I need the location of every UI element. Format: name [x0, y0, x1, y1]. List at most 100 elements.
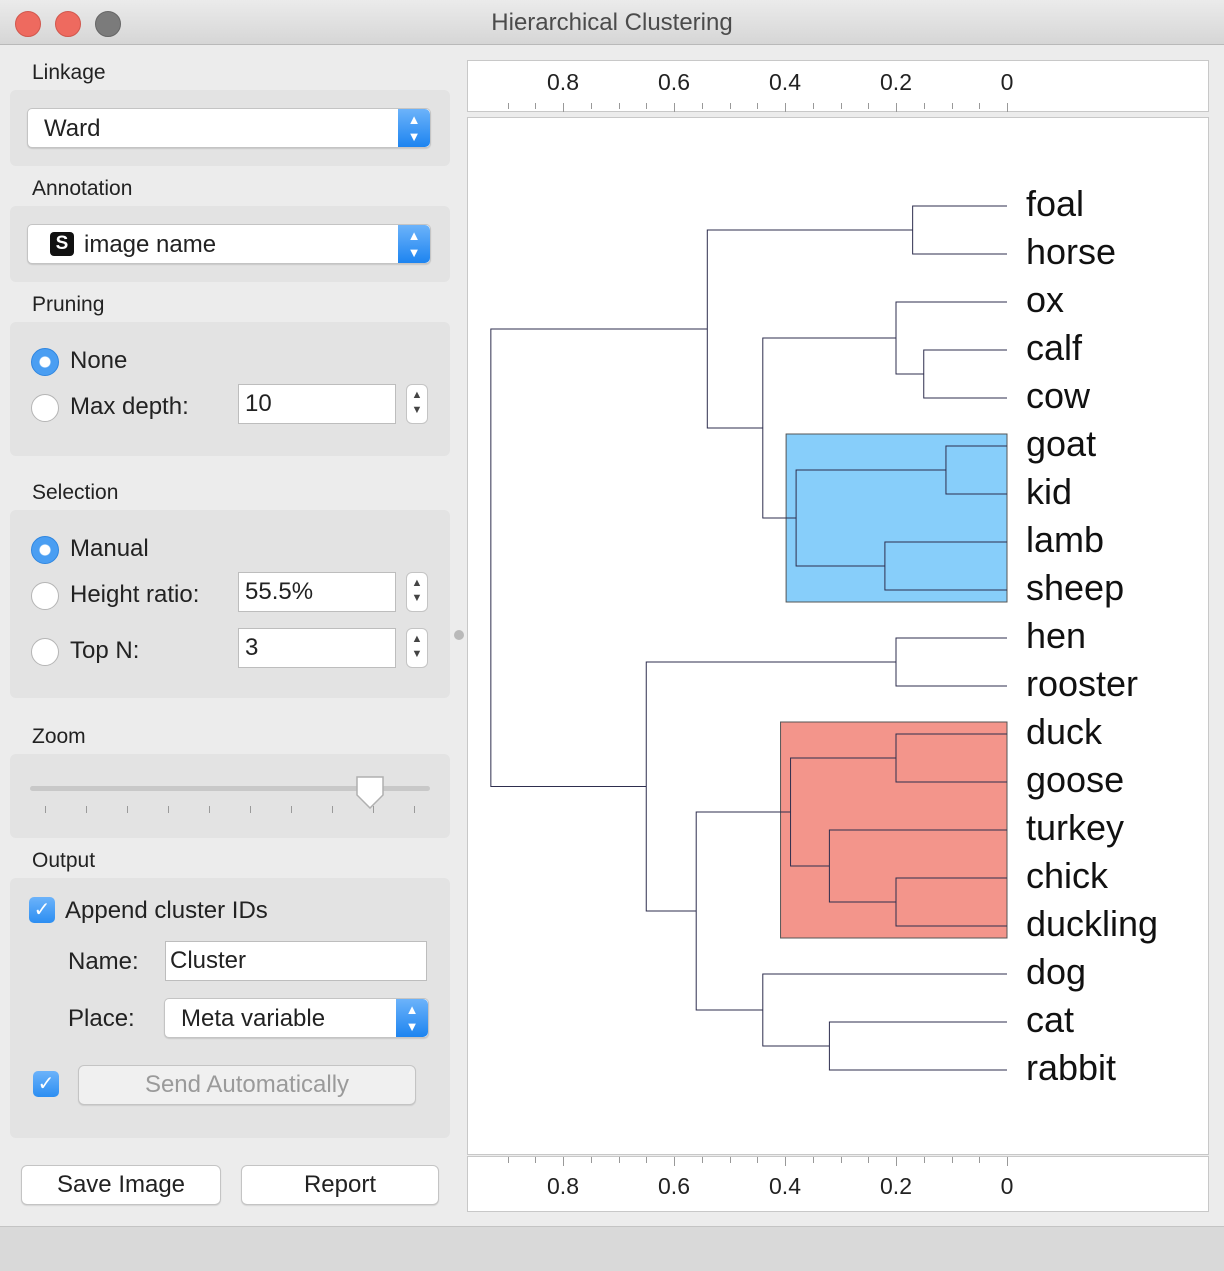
axis-tick-label: 0.8 — [547, 69, 579, 95]
cluster-highlight[interactable] — [785, 433, 1008, 603]
zoom-window-button[interactable] — [95, 11, 121, 37]
send-automatically-button[interactable]: Send Automatically — [78, 1065, 416, 1105]
leaf-label[interactable]: goose — [1026, 759, 1125, 800]
linkage-label: Linkage — [32, 61, 106, 84]
leaf-label[interactable]: cat — [1026, 999, 1075, 1040]
selection-manual-radio[interactable] — [31, 536, 59, 564]
leaf-label[interactable]: lamb — [1026, 519, 1105, 560]
leaf-label[interactable]: dog — [1026, 951, 1087, 992]
leaf-label[interactable]: goat — [1026, 423, 1097, 464]
axis-tick — [923, 103, 925, 109]
pruning-max-depth-radio[interactable] — [31, 394, 59, 422]
zoom-slider-thumb[interactable] — [355, 775, 385, 810]
leaf-label[interactable]: rabbit — [1026, 1047, 1117, 1088]
axis-tick — [646, 103, 648, 109]
selection-height-ratio-radio[interactable] — [31, 582, 59, 610]
axis-tick-label: 0 — [1000, 69, 1014, 95]
height-ratio-stepper[interactable]: ▲ ▼ — [406, 572, 428, 612]
leaf-label[interactable]: ox — [1026, 279, 1065, 320]
axis-tick-label: 0.4 — [769, 1173, 801, 1199]
zoom-slider-track — [30, 786, 430, 791]
dendrogram-link — [895, 301, 1007, 375]
send-automatically-checkbox[interactable]: ✓ — [33, 1071, 59, 1097]
manual-label: Manual — [70, 535, 149, 562]
axis-tick — [896, 1157, 897, 1166]
leaf-label[interactable]: turkey — [1026, 807, 1125, 848]
close-window-button[interactable] — [15, 11, 41, 37]
dendrogram-svg[interactable] — [468, 118, 1208, 1154]
leaf-label[interactable]: foal — [1026, 183, 1085, 224]
axis-tick — [590, 1157, 592, 1163]
axis-tick — [868, 103, 870, 109]
axis-tick — [590, 103, 592, 109]
report-button[interactable]: Report — [241, 1165, 439, 1205]
combo-arrows-icon: ▲ ▼ — [396, 999, 428, 1037]
leaf-label[interactable]: horse — [1026, 231, 1117, 272]
top-n-label: Top N: — [70, 637, 140, 664]
dendrogram-link — [912, 205, 1007, 255]
axis-tick — [701, 1157, 703, 1163]
zoom-tick — [332, 806, 333, 813]
axis-tick — [979, 1157, 981, 1163]
leaf-label[interactable]: duckling — [1026, 903, 1159, 944]
combo-arrows-icon: ▲ ▼ — [398, 225, 430, 263]
axis-tick-label: 0.6 — [658, 1173, 690, 1199]
axis-tick — [757, 103, 759, 109]
leaf-label[interactable]: calf — [1026, 327, 1083, 368]
splitter-handle[interactable] — [454, 630, 464, 640]
place-value: Meta variable — [181, 1005, 326, 1032]
save-image-button[interactable]: Save Image — [21, 1165, 221, 1205]
axis-tick — [618, 1157, 620, 1163]
zoom-tick — [127, 806, 128, 813]
leaf-label[interactable]: cow — [1026, 375, 1091, 416]
selection-top-n-radio[interactable] — [31, 638, 59, 666]
axis-tick — [785, 1157, 786, 1166]
top-n-input[interactable]: 3 — [238, 628, 396, 668]
axis-tick-label: 0.2 — [880, 69, 912, 95]
leaf-label[interactable]: sheep — [1026, 567, 1125, 608]
axis-tick — [951, 1157, 953, 1163]
axis-tick — [674, 103, 675, 112]
dendrogram-link — [490, 328, 708, 787]
axis-tick — [896, 103, 897, 112]
axis-tick-label: 0.6 — [658, 69, 690, 95]
leaf-label[interactable]: kid — [1026, 471, 1073, 512]
axis-tick — [701, 103, 703, 109]
zoom-label: Zoom — [32, 725, 86, 748]
top-n-stepper[interactable]: ▲ ▼ — [406, 628, 428, 668]
leaf-label[interactable]: rooster — [1026, 663, 1139, 704]
axis-tick — [812, 1157, 814, 1163]
append-cluster-ids-checkbox[interactable]: ✓ — [29, 897, 55, 923]
string-variable-icon: S — [50, 232, 74, 256]
leaf-label[interactable]: hen — [1026, 615, 1087, 656]
append-cluster-ids-label: Append cluster IDs — [65, 897, 268, 924]
annotation-label: Annotation — [32, 177, 133, 200]
leaf-label[interactable]: chick — [1026, 855, 1109, 896]
dendrogram-link — [828, 1021, 1007, 1071]
zoom-tick — [209, 806, 210, 813]
linkage-combo[interactable]: Ward ▲ ▼ — [27, 108, 431, 148]
zoom-tick — [250, 806, 251, 813]
axis-tick-label: 0.4 — [769, 69, 801, 95]
zoom-slider[interactable] — [30, 770, 430, 820]
dendrogram-plot[interactable]: foal horse ox calf cow goat kid lamb sheep hen roo… — [467, 117, 1209, 1155]
annotation-value: image name — [84, 231, 217, 258]
place-combo[interactable]: Meta variable ▲ ▼ — [164, 998, 429, 1038]
cluster-name-input[interactable]: Cluster — [165, 941, 427, 981]
place-label: Place: — [68, 1005, 135, 1032]
leaf-label[interactable]: duck — [1026, 711, 1103, 752]
axis-tick — [1007, 103, 1008, 112]
name-label: Name: — [68, 948, 139, 975]
max-depth-input[interactable]: 10 — [238, 384, 396, 424]
minimize-window-button[interactable] — [55, 11, 81, 37]
dendrogram-link — [884, 541, 1007, 591]
axis-tick — [618, 103, 620, 109]
axis-tick — [507, 103, 509, 109]
annotation-combo[interactable]: S image name ▲ ▼ — [27, 224, 431, 264]
pruning-none-radio[interactable] — [31, 348, 59, 376]
height-ratio-input[interactable]: 55.5% — [238, 572, 396, 612]
axis-tick — [563, 1157, 564, 1166]
axis-tick — [757, 1157, 759, 1163]
dendrogram-link — [828, 829, 1007, 903]
max-depth-stepper[interactable]: ▲ ▼ — [406, 384, 428, 424]
